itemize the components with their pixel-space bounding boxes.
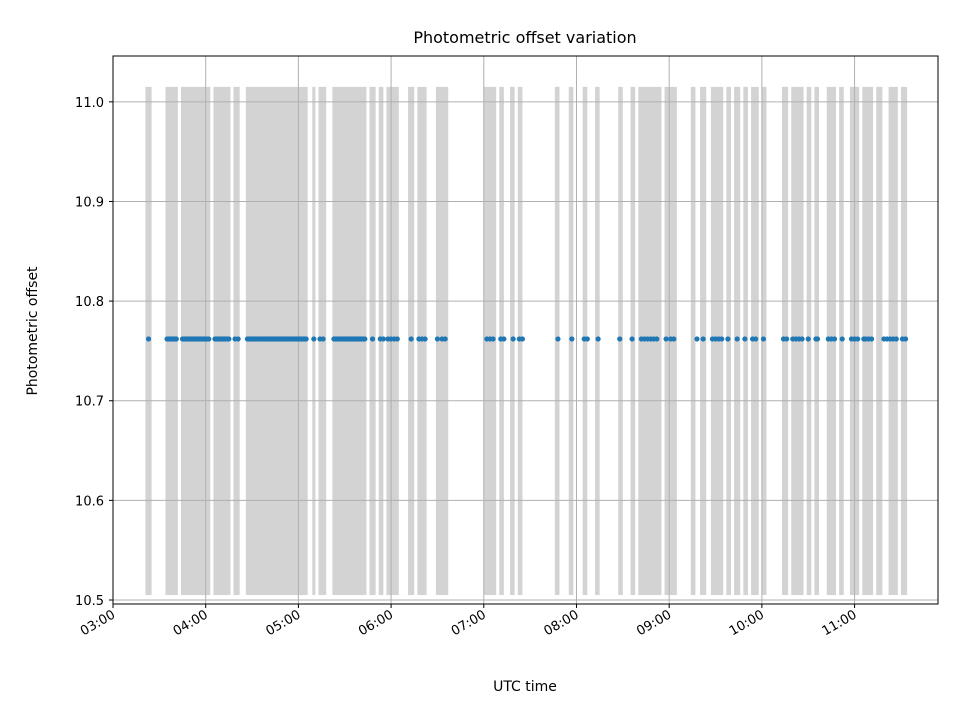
y-axis: 10.5 10.6 10.7 10.8 10.9 11.0	[75, 96, 113, 609]
data-point	[671, 336, 677, 342]
data-point	[422, 336, 428, 342]
y-tick-label: 10.5	[75, 594, 104, 609]
data-point	[369, 336, 376, 342]
chart-title: Photometric offset variation	[413, 28, 636, 47]
data-point	[617, 336, 623, 342]
data-point	[753, 336, 759, 342]
x-tick-label: 09:00	[634, 607, 674, 639]
data-point	[868, 336, 875, 342]
data-point	[663, 336, 669, 342]
data-point	[303, 336, 309, 342]
data-point	[235, 336, 241, 342]
y-tick-label: 11.0	[75, 96, 104, 111]
data-point	[408, 336, 414, 342]
data-point	[380, 336, 386, 342]
data-point	[839, 336, 845, 342]
y-tick-label: 10.6	[75, 494, 104, 509]
data-point	[173, 336, 179, 342]
data-point	[490, 336, 496, 342]
y-axis-label: Photometric offset	[25, 266, 41, 396]
data-point	[742, 336, 748, 342]
x-axis: 03:00 04:00 05:00 06:00 07:00 08:00 09:00 10:00…	[78, 604, 860, 639]
data-point	[569, 336, 575, 342]
data-point	[501, 336, 507, 342]
data-point	[799, 336, 805, 342]
data-point	[719, 336, 725, 342]
data-point	[760, 336, 767, 342]
data-point	[442, 336, 448, 342]
x-tick-label: 11:00	[820, 607, 860, 639]
y-tick-label: 10.9	[75, 195, 104, 210]
data-point	[510, 336, 516, 342]
data-point	[519, 336, 526, 342]
time-band	[690, 86, 696, 596]
x-tick-label: 06:00	[356, 607, 396, 639]
data-point	[725, 336, 731, 342]
x-tick-label: 07:00	[449, 607, 489, 639]
data-point	[555, 336, 561, 342]
data-point	[362, 336, 368, 342]
x-tick-label: 10:00	[727, 607, 767, 639]
data-point	[694, 336, 700, 342]
data-point	[206, 336, 212, 342]
data-point	[805, 336, 811, 342]
data-point	[320, 336, 326, 342]
data-point	[311, 336, 317, 342]
data-point	[734, 336, 740, 342]
x-tick-label: 04:00	[171, 607, 211, 639]
x-axis-label: UTC time	[493, 679, 557, 695]
data-point	[145, 336, 152, 342]
data-point	[226, 336, 232, 342]
data-points	[145, 336, 909, 342]
data-point	[783, 336, 790, 342]
data-point	[893, 336, 899, 342]
time-band	[876, 86, 883, 596]
data-point	[902, 336, 909, 342]
plot-frame	[112, 55, 939, 605]
data-point	[700, 336, 706, 342]
data-point	[831, 336, 838, 342]
data-point	[584, 336, 590, 342]
grid-lines	[112, 56, 938, 604]
data-point	[434, 336, 441, 342]
data-point	[629, 336, 635, 342]
y-tick-label: 10.7	[75, 395, 104, 410]
x-tick-label: 03:00	[78, 607, 118, 639]
data-point	[814, 336, 821, 342]
data-point	[855, 336, 861, 342]
y-tick-label: 10.8	[75, 295, 104, 310]
x-tick-label: 05:00	[263, 607, 303, 639]
data-point	[654, 336, 660, 342]
x-tick-label: 08:00	[542, 607, 582, 639]
data-point	[595, 336, 601, 342]
data-point	[394, 336, 400, 342]
